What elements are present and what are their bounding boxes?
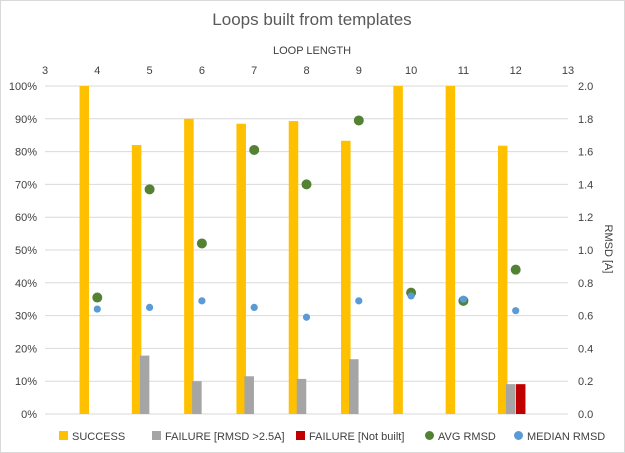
bar-success <box>236 123 246 414</box>
legend-label: FAILURE [Not built] <box>309 431 404 443</box>
y-left-tick-label: 0% <box>21 409 37 421</box>
y-right-tick-label: 1.0 <box>578 245 593 257</box>
y-right-tick-label: 0.2 <box>578 376 593 388</box>
y-right-tick-label: 0.0 <box>578 409 593 421</box>
point-median-rmsd <box>512 307 520 315</box>
chart-title: Loops built from templates <box>212 10 411 29</box>
legend-label: SUCCESS <box>72 431 125 443</box>
y-right-tick-label: 1.2 <box>578 212 593 224</box>
bar-failure-rmsd-2-5a <box>505 384 516 414</box>
legend-swatch <box>296 431 305 440</box>
y-left-tick-label: 100% <box>9 81 37 93</box>
point-median-rmsd <box>355 297 363 305</box>
y-left-tick-label: 80% <box>15 147 37 159</box>
point-median-rmsd <box>459 295 467 303</box>
point-median-rmsd <box>146 303 154 311</box>
x-axis-title: LOOP LENGTH <box>273 45 351 57</box>
legend-swatch <box>59 431 68 440</box>
y-axis-right-title: RMSD [A] <box>602 225 614 274</box>
legend-label: MEDIAN RMSD <box>527 431 605 443</box>
bar-success <box>184 118 194 415</box>
x-tick-label: 7 <box>251 65 257 77</box>
x-tick-label: 3 <box>42 65 48 77</box>
legend-label: AVG RMSD <box>438 431 496 443</box>
bar-success <box>131 145 142 415</box>
y-left-tick-label: 30% <box>15 311 37 323</box>
point-avg-rmsd <box>196 238 207 249</box>
point-avg-rmsd <box>353 115 364 126</box>
y-right-tick-label: 1.6 <box>578 147 593 159</box>
bar-failure-rmsd-2-5a <box>244 376 254 414</box>
y-left-tick-label: 50% <box>15 245 37 257</box>
legend-label: FAILURE [RMSD >2.5A] <box>165 431 285 443</box>
y-left-tick-label: 10% <box>15 376 37 388</box>
bar-failure-rmsd-2-5a <box>296 378 307 414</box>
y-left-tick-label: 40% <box>15 278 37 290</box>
bar-success <box>497 145 508 415</box>
x-tick-label: 6 <box>199 65 205 77</box>
point-avg-rmsd <box>144 184 155 195</box>
x-tick-label: 10 <box>405 65 417 77</box>
x-tick-label: 8 <box>303 65 309 77</box>
bar-success <box>445 86 456 414</box>
point-avg-rmsd <box>510 264 521 275</box>
legend-swatch <box>152 431 161 440</box>
bar-success <box>288 121 299 414</box>
y-right-tick-label: 2.0 <box>578 81 593 93</box>
legend: SUCCESS FAILURE [RMSD >2.5A] FAILURE [Not … <box>59 431 605 443</box>
bar-success <box>393 86 403 414</box>
point-median-rmsd <box>407 292 415 300</box>
x-tick-label: 12 <box>510 65 522 77</box>
point-avg-rmsd <box>249 144 260 155</box>
y-left-tick-label: 60% <box>15 212 37 224</box>
x-tick-label: 4 <box>94 65 100 77</box>
point-avg-rmsd <box>92 292 103 303</box>
bar-success <box>79 86 90 414</box>
y-left-tick-label: 70% <box>15 179 37 191</box>
y-right-tick-label: 0.4 <box>578 343 593 355</box>
point-median-rmsd <box>250 303 258 311</box>
bars <box>79 86 526 415</box>
point-median-rmsd <box>198 297 206 305</box>
legend-marker <box>514 431 523 440</box>
gridlines <box>45 85 568 415</box>
point-median-rmsd <box>93 305 101 313</box>
points <box>92 115 521 321</box>
y-right-tick-label: 0.8 <box>578 278 593 290</box>
point-median-rmsd <box>302 313 311 321</box>
bar-failure-rmsd-2-5a <box>139 355 150 414</box>
y-right-tick-label: 1.8 <box>578 114 593 126</box>
bar-failure-not-built <box>515 384 526 414</box>
y-left-tick-label: 90% <box>15 114 37 126</box>
x-tick-label: 9 <box>356 65 362 77</box>
y-right-tick-label: 0.6 <box>578 311 593 323</box>
x-tick-label: 5 <box>147 65 153 77</box>
y-left-tick-label: 20% <box>15 343 37 355</box>
bar-success <box>341 140 351 414</box>
bar-failure-rmsd-2-5a <box>349 359 359 414</box>
point-avg-rmsd <box>301 179 312 190</box>
x-tick-label: 11 <box>458 65 469 77</box>
tick-labels: 0% 10% 20% 30% 40% 50% 60% 70% 80% 90% 100% 0.0 0.2 0… <box>9 65 593 421</box>
bar-failure-rmsd-2-5a <box>192 381 202 414</box>
x-tick-label: 13 <box>562 65 574 77</box>
legend-marker <box>425 431 434 440</box>
y-right-tick-label: 1.4 <box>578 179 593 191</box>
